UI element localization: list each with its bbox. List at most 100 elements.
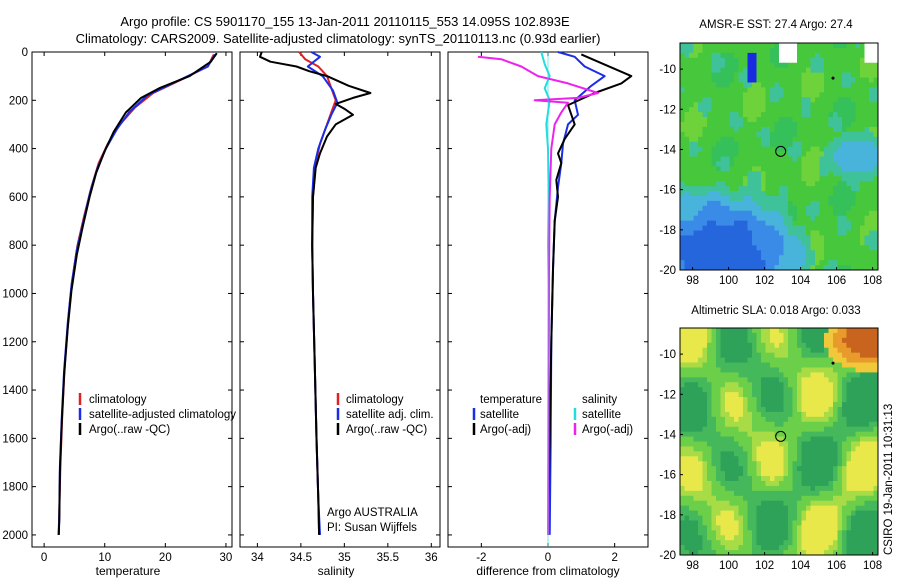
map-cell [770, 67, 775, 73]
map-cell [738, 480, 744, 487]
map-cell [815, 421, 820, 428]
map-cell [702, 186, 708, 192]
map-cell [734, 240, 739, 246]
map-cell [801, 141, 807, 148]
map-cell [810, 446, 816, 452]
map-cell [761, 141, 766, 148]
map-cell [824, 550, 829, 556]
map-cell [743, 367, 748, 373]
map-cell [855, 156, 861, 162]
map-cell [815, 166, 820, 172]
map-cell [716, 411, 721, 418]
map-cell [824, 146, 829, 152]
map-cell [842, 255, 847, 261]
map-cell [720, 97, 726, 103]
map-cell [797, 382, 802, 388]
map-cell [720, 136, 726, 143]
map-cell [824, 102, 829, 108]
map-cell [788, 471, 793, 477]
map-cell [860, 525, 865, 531]
map-cell [684, 421, 690, 428]
map-cell [864, 471, 870, 477]
map-cell [720, 126, 726, 133]
map-cell [810, 186, 816, 192]
map-cell [801, 480, 807, 487]
map-cell [698, 171, 703, 177]
map-cell [851, 43, 856, 49]
map-cell [828, 225, 834, 231]
legend-climatology: climatology [346, 394, 404, 406]
map-cell [846, 72, 852, 78]
map-cell [842, 352, 847, 358]
map-cell [837, 387, 843, 393]
map-cell [810, 260, 816, 266]
map-cell [869, 121, 874, 128]
map-cell [693, 195, 699, 202]
map-cell [774, 250, 780, 256]
map-cell [752, 397, 757, 403]
map-cell [833, 47, 838, 54]
map-cell [864, 550, 870, 556]
map-cell [815, 146, 820, 152]
map-cell [711, 107, 717, 113]
map-cell [707, 112, 712, 118]
map-cell [738, 161, 744, 167]
map-cell [693, 82, 699, 88]
map-cell [684, 265, 690, 271]
map-cell [707, 406, 712, 413]
map-cell [693, 397, 699, 403]
map-cell [792, 520, 798, 526]
map-cell [837, 131, 843, 138]
map-cell [837, 230, 843, 236]
map-cell [707, 121, 712, 128]
map-cell [752, 466, 757, 472]
map-cell [851, 47, 856, 54]
map-cell [684, 387, 690, 393]
map-cell [702, 47, 708, 54]
map-cell [819, 402, 825, 408]
map-cell [801, 421, 807, 428]
map-cell [693, 446, 699, 452]
map-cell [761, 436, 766, 442]
map-cell [855, 387, 861, 393]
map-cell [698, 235, 703, 241]
map-cell [860, 195, 865, 202]
map-cell [707, 107, 712, 113]
series-line-satellite-adjusted-climatology [57, 53, 216, 535]
map-cell [680, 67, 685, 73]
map-cell [788, 510, 793, 516]
map-cell [783, 136, 789, 143]
map-cell [810, 480, 816, 487]
map-cell [702, 181, 708, 187]
map-y-tick-label: -12 [659, 104, 676, 116]
map-cell [788, 131, 793, 138]
map-cell [689, 82, 694, 88]
map-cell [788, 107, 793, 113]
map-cell [689, 72, 694, 78]
map-cell [729, 82, 735, 88]
map-cell [711, 260, 717, 266]
map-cell [680, 97, 685, 103]
map-cell [774, 426, 780, 433]
map-cell [851, 260, 856, 266]
map-cell [783, 250, 789, 256]
map-cell [729, 505, 735, 511]
map-cell [833, 352, 838, 358]
map-cell [743, 107, 748, 113]
map-cell [869, 255, 874, 261]
sla-map-title: Altimetric SLA: 0.018 Argo: 0.033 [691, 305, 860, 317]
map-cell [747, 382, 753, 388]
map-cell [810, 195, 816, 202]
map-cell [864, 451, 870, 457]
map-cell [693, 255, 699, 261]
map-cell [792, 421, 798, 428]
map-cell [774, 176, 780, 182]
map-cell [819, 471, 825, 477]
map-cell [824, 382, 829, 388]
map-cell [698, 471, 703, 477]
map-cell [734, 352, 739, 358]
map-cell [864, 332, 870, 339]
map-cell [693, 72, 699, 78]
map-cell [792, 382, 798, 388]
map-cell [824, 451, 829, 457]
